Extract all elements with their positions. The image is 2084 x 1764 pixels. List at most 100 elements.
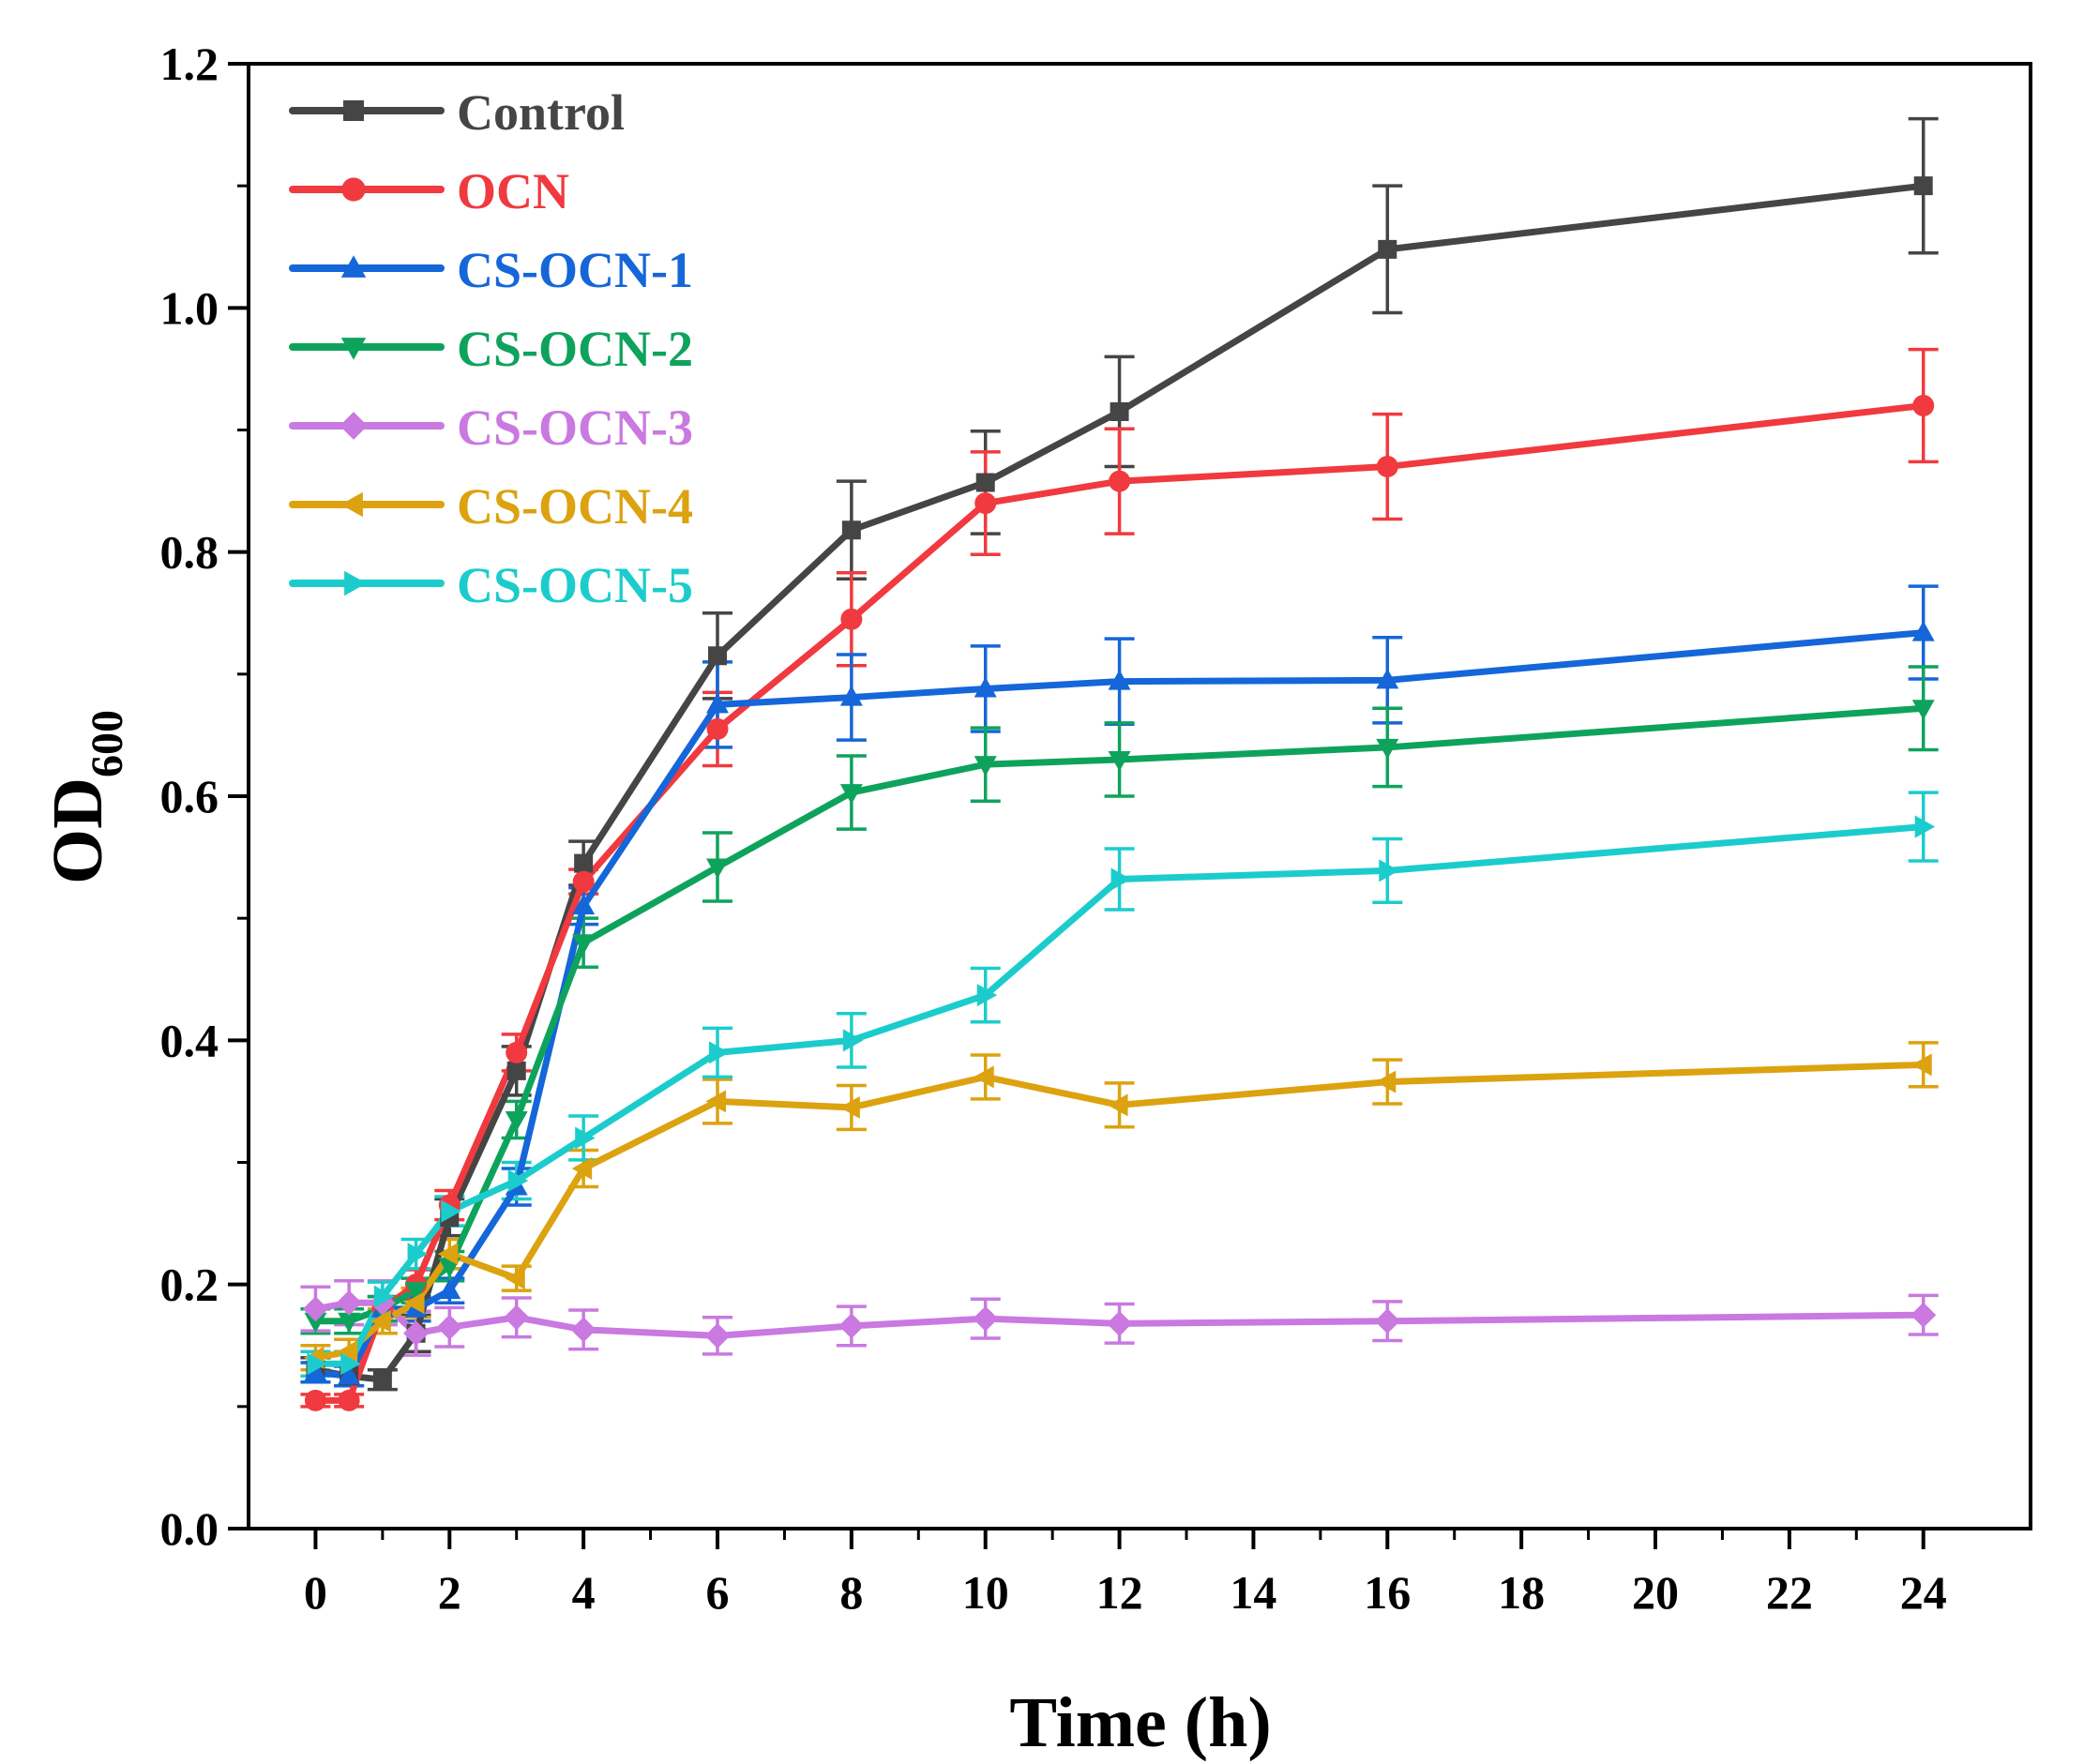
data-point-cs-ocn-4 (437, 1243, 459, 1266)
legend-marker-2 (340, 255, 367, 278)
x-tick-label: 14 (1230, 1566, 1276, 1619)
data-point-control (506, 1061, 526, 1080)
y-tick-label: 0.2 (160, 1259, 219, 1311)
data-point-cs-ocn-2 (839, 784, 863, 805)
data-point-cs-ocn-1 (438, 1278, 461, 1300)
x-tick-label: 24 (1900, 1566, 1947, 1619)
legend-marker-4 (340, 412, 368, 440)
data-point-cs-ocn-2 (404, 1282, 428, 1303)
legend-label-6: CS-OCN-5 (457, 557, 693, 613)
data-point-cs-ocn-3 (1107, 1310, 1133, 1336)
legend-marker-1 (341, 177, 366, 202)
data-point-cs-ocn-5 (575, 1126, 596, 1150)
legend-label-3: CS-OCN-2 (457, 321, 693, 377)
data-point-cs-ocn-5 (507, 1169, 529, 1193)
data-point-ocn (572, 870, 595, 893)
data-point-control (975, 473, 995, 492)
y-tick-label: 1.0 (160, 281, 219, 334)
data-point-cs-ocn-1 (338, 1364, 361, 1385)
x-tick-label: 10 (962, 1566, 1009, 1619)
data-point-cs-ocn-4 (370, 1309, 391, 1333)
legend-marker-0 (343, 100, 364, 121)
data-point-cs-ocn-2 (1376, 738, 1399, 760)
data-point-cs-ocn-3 (302, 1296, 328, 1322)
data-point-cs-ocn-5 (407, 1243, 429, 1266)
data-point-cs-ocn-2 (338, 1312, 361, 1334)
data-point-ocn (706, 717, 729, 740)
x-axis-ticks: 0 2 4 6 8 10 12 14 16 18 20 22 24 (304, 1529, 1947, 1619)
data-point-cs-ocn-5 (307, 1352, 327, 1376)
data-point-ocn (338, 1389, 360, 1411)
x-tick-label: 22 (1766, 1566, 1813, 1619)
series-markers (302, 176, 1937, 1411)
y-axis-title-group: OD600 (38, 710, 132, 884)
x-tick-label: 16 (1364, 1566, 1411, 1619)
data-point-cs-ocn-1 (839, 686, 863, 706)
data-point-cs-ocn-1 (304, 1360, 327, 1381)
data-point-control (372, 1370, 392, 1390)
legend-marker-6 (344, 570, 367, 596)
data-point-cs-ocn-5 (373, 1285, 395, 1308)
data-point-cs-ocn-5 (976, 984, 998, 1007)
data-point-cs-ocn-1 (1108, 670, 1131, 690)
data-point-cs-ocn-3 (1374, 1308, 1400, 1334)
x-tick-label: 2 (438, 1566, 461, 1619)
data-point-cs-ocn-5 (1110, 867, 1132, 891)
data-point-cs-ocn-4 (1911, 1053, 1932, 1077)
data-point-ocn (1912, 394, 1935, 416)
y-tick-label: 0.0 (160, 1502, 219, 1555)
y-tick-label: 0.8 (160, 526, 219, 579)
y-axis-title-subscript: 600 (83, 710, 132, 777)
data-point-cs-ocn-3 (704, 1322, 731, 1349)
data-point-cs-ocn-3 (570, 1317, 597, 1343)
legend-label-4: CS-OCN-3 (457, 400, 693, 456)
y-axis-title-main: OD (38, 777, 117, 884)
x-tick-label: 4 (572, 1566, 596, 1619)
x-tick-label: 8 (839, 1566, 863, 1619)
data-point-cs-ocn-4 (1108, 1093, 1128, 1117)
data-point-cs-ocn-3 (336, 1289, 362, 1316)
y-axis-ticks: 0.0 0.2 0.4 0.6 0.8 1.0 1.2 (160, 38, 249, 1555)
legend-marker-3 (340, 338, 367, 360)
data-point-cs-ocn-4 (974, 1065, 994, 1089)
data-point-control (1110, 401, 1129, 421)
data-point-cs-ocn-3 (838, 1313, 865, 1339)
y-axis-title: OD600 (38, 710, 132, 884)
data-point-cs-ocn-4 (705, 1090, 726, 1113)
data-point-cs-ocn-5 (1379, 859, 1399, 882)
data-point-cs-ocn-4 (505, 1267, 525, 1290)
data-point-control (574, 853, 594, 873)
data-point-cs-ocn-5 (709, 1041, 730, 1064)
series-line-cs-ocn-2 (311, 704, 1927, 1325)
data-point-cs-ocn-1 (572, 894, 596, 915)
data-point-cs-ocn-4 (337, 1340, 358, 1364)
data-point-cs-ocn-2 (304, 1312, 327, 1334)
data-point-cs-ocn-5 (842, 1029, 864, 1052)
data-point-cs-ocn-3 (403, 1320, 430, 1347)
data-point-cs-ocn-4 (404, 1291, 425, 1315)
data-point-cs-ocn-1 (706, 692, 729, 714)
data-point-ocn (304, 1389, 326, 1411)
data-point-cs-ocn-1 (974, 676, 997, 698)
data-point-cs-ocn-2 (1108, 750, 1131, 772)
data-point-control (841, 520, 861, 540)
y-tick-label: 1.2 (160, 38, 219, 90)
data-point-control (1378, 239, 1397, 259)
data-point-ocn (1376, 456, 1398, 478)
data-point-cs-ocn-5 (1914, 815, 1936, 838)
data-point-ocn (840, 608, 863, 630)
legend-label-2: CS-OCN-1 (457, 242, 693, 298)
data-point-cs-ocn-4 (571, 1157, 593, 1181)
legend-label-5: CS-OCN-4 (457, 478, 693, 535)
data-point-cs-ocn-2 (505, 1110, 528, 1132)
data-point-cs-ocn-5 (441, 1199, 461, 1223)
data-point-control (1913, 176, 1933, 196)
legend-label-0: Control (457, 84, 625, 141)
data-point-control (708, 646, 727, 666)
data-point-cs-ocn-4 (839, 1095, 860, 1119)
data-point-cs-ocn-4 (1375, 1070, 1397, 1093)
data-point-cs-ocn-3 (436, 1314, 462, 1340)
x-tick-label: 20 (1632, 1566, 1679, 1619)
legend-marker-5 (340, 491, 363, 518)
data-point-cs-ocn-5 (340, 1352, 361, 1376)
